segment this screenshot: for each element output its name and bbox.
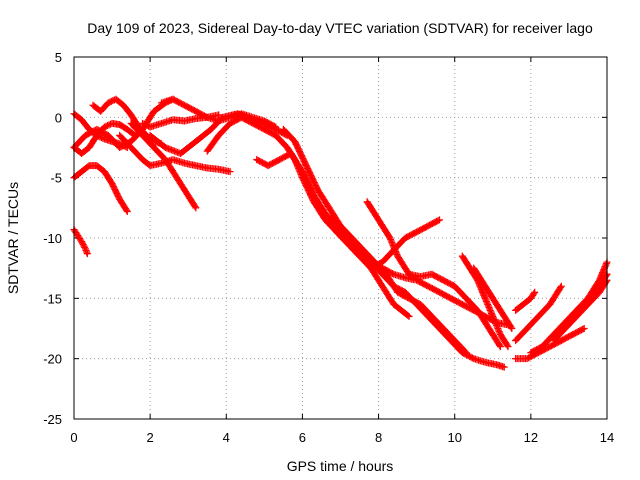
data-point <box>122 206 130 214</box>
data-point <box>405 312 413 320</box>
data-point <box>104 99 112 107</box>
data-point <box>192 204 200 212</box>
data-point <box>503 341 511 349</box>
data-point <box>83 250 91 258</box>
data-point <box>461 347 469 355</box>
data-point <box>202 113 210 121</box>
y-tick-label: -10 <box>43 231 62 246</box>
data-point <box>139 119 147 127</box>
data-point <box>496 341 504 349</box>
y-tick-label: 5 <box>55 50 62 65</box>
plot-frame <box>73 56 608 420</box>
data-point <box>99 134 107 142</box>
data-point <box>143 122 151 130</box>
data-point <box>496 343 504 351</box>
data-point <box>530 290 538 298</box>
y-axis-label: SDTVAR / TECUs <box>5 182 21 294</box>
data-point <box>579 325 587 333</box>
data-point <box>504 343 512 351</box>
data-point <box>142 121 150 129</box>
axis-ticks: 0 2 4 6 8 10 12 14 -25 -20 -15 -10 -5 0 5 <box>43 50 614 445</box>
data-point <box>507 323 515 331</box>
data-point <box>272 123 280 131</box>
series-pass-23 <box>527 258 611 357</box>
data-point <box>123 207 131 215</box>
series-pass-9 <box>139 111 223 131</box>
series-pass-21 <box>512 288 539 314</box>
x-tick-label: 4 <box>223 430 230 445</box>
data-point <box>106 98 114 106</box>
data-point <box>508 325 516 332</box>
data-point <box>191 202 199 210</box>
series-pass-12 <box>203 113 413 320</box>
data-point <box>226 168 234 176</box>
series-pass-14 <box>279 125 470 357</box>
y-tick-label: -15 <box>43 291 62 306</box>
x-tick-label: 14 <box>600 430 614 445</box>
series-pass-19 <box>470 264 516 332</box>
y-tick-label: -5 <box>50 171 62 186</box>
series-pass-18 <box>458 252 512 351</box>
data-point <box>100 123 108 131</box>
data-points <box>70 95 611 371</box>
series-pass-17 <box>367 216 443 272</box>
x-tick-label: 2 <box>147 430 154 445</box>
data-point <box>556 284 564 292</box>
series-pass-7 <box>116 131 234 176</box>
y-tick-label: -20 <box>43 352 62 367</box>
x-tick-label: 6 <box>299 430 306 445</box>
data-point <box>435 216 443 224</box>
data-point <box>434 217 442 225</box>
data-point <box>531 288 539 296</box>
data-point <box>602 272 610 280</box>
x-tick-label: 8 <box>375 430 382 445</box>
data-point <box>130 130 138 138</box>
data-point <box>102 122 110 130</box>
y-tick-label: -25 <box>43 412 62 427</box>
x-tick-label: 12 <box>524 430 538 445</box>
series-pass-8 <box>127 119 200 212</box>
data-point <box>81 243 89 251</box>
x-tick-label: 10 <box>447 430 461 445</box>
chart-title: Day 109 of 2023, Sidereal Day-to-day VTE… <box>87 20 593 36</box>
y-tick-label: 0 <box>55 110 62 125</box>
data-point <box>462 349 470 357</box>
series-pass-16 <box>363 198 504 351</box>
data-point <box>131 131 139 139</box>
data-point <box>97 134 105 142</box>
data-point <box>270 122 278 130</box>
series-pass-11 <box>158 95 280 131</box>
data-point <box>107 97 115 105</box>
data-point <box>104 122 112 130</box>
data-point <box>468 354 476 362</box>
data-point <box>404 311 412 319</box>
series-pass-22 <box>512 282 565 345</box>
data-point <box>500 363 508 371</box>
data-point <box>215 111 223 119</box>
data-point <box>140 120 148 128</box>
series-pass-3 <box>70 162 131 215</box>
x-tick-label: 0 <box>70 430 77 445</box>
data-point <box>388 269 396 277</box>
data-point <box>580 325 588 332</box>
series-pass-15 <box>298 168 512 329</box>
data-point <box>557 282 565 290</box>
x-axis-label: GPS time / hours <box>287 458 394 474</box>
data-point <box>105 121 113 129</box>
series-pass-25 <box>565 270 611 326</box>
